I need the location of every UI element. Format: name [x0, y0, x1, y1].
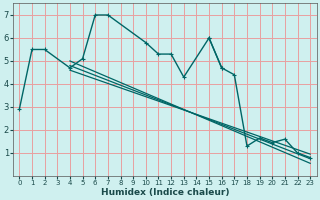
X-axis label: Humidex (Indice chaleur): Humidex (Indice chaleur) — [100, 188, 229, 197]
